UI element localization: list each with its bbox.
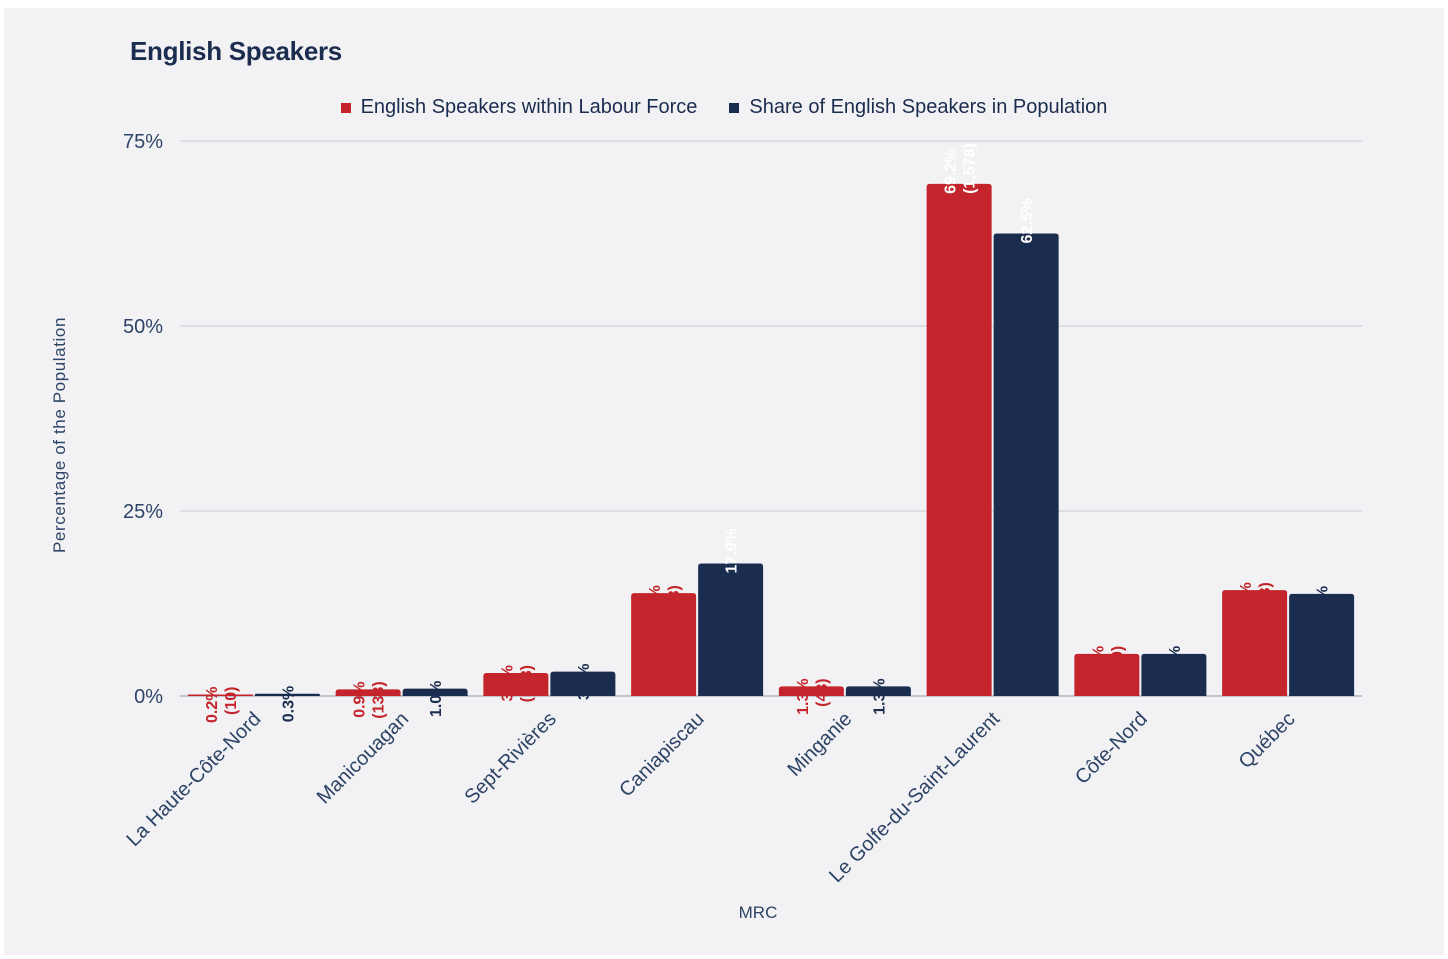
bar[interactable] <box>402 688 468 696</box>
data-label-line: 69.2% <box>943 149 960 194</box>
y-tick-label: 25% <box>123 501 163 523</box>
bar[interactable] <box>926 183 992 697</box>
data-label: 14.3% (608,053) <box>1238 582 1274 651</box>
bar[interactable] <box>845 686 911 696</box>
data-label: 1.3% <box>871 678 888 714</box>
data-label-line: 3.1% <box>499 665 516 701</box>
x-tick-label: Côte-Nord <box>1071 708 1152 789</box>
data-label-line: (1,578) <box>962 143 979 194</box>
data-label-line: (10) <box>223 687 240 715</box>
chart-card <box>4 8 1444 955</box>
data-label-line: 0.2% <box>204 687 221 723</box>
data-label-line: 14.3% <box>1238 582 1255 627</box>
bar[interactable] <box>993 233 1059 697</box>
data-label: 5.7% <box>1167 646 1184 682</box>
data-label: 1.0% <box>428 681 445 717</box>
data-label-line: 0.9% <box>352 681 369 717</box>
bar[interactable] <box>1074 653 1140 696</box>
data-label: 0.2% (10) <box>204 687 240 723</box>
data-label-line: (138) <box>371 681 388 718</box>
y-tick-label: 0% <box>134 686 163 708</box>
data-label-line: 5.7% <box>1167 646 1184 682</box>
bar[interactable] <box>187 694 253 697</box>
x-tick-label: Le Golfe-du-Saint-Laurent <box>825 708 1004 887</box>
bar[interactable] <box>631 593 697 696</box>
chart-title: English Speakers <box>130 36 342 66</box>
y-axis-label: Percentage of the Population <box>50 317 69 553</box>
y-tick-label: 75% <box>123 131 163 153</box>
data-label-line: 17.9% <box>724 528 741 573</box>
data-label-line: 5.7% <box>1090 646 1107 682</box>
x-tick-label: Caniapiscau <box>615 708 708 801</box>
data-label-line: 1.0% <box>428 681 445 717</box>
data-label: 17.9% <box>724 528 741 573</box>
bar[interactable] <box>698 563 764 696</box>
data-label-line: 1.3% <box>871 678 888 714</box>
chart-legend: English Speakers within Labour Force Sha… <box>0 96 1448 119</box>
data-label-line: (548) <box>518 665 535 702</box>
y-tick-label: 50% <box>123 316 163 338</box>
x-tick-label: Québec <box>1235 708 1300 773</box>
data-label: 3.1% (548) <box>499 665 535 702</box>
legend-label-labour-force: English Speakers within Labour Force <box>360 96 698 118</box>
grid-lines <box>180 140 1362 697</box>
data-label: 3.3% <box>576 664 593 700</box>
data-label-line: 3.3% <box>576 664 593 700</box>
data-label: 62.5% <box>1019 198 1036 243</box>
data-label-line: (608,053) <box>1257 582 1274 651</box>
bar[interactable] <box>778 686 844 696</box>
legend-swatch-population <box>729 102 740 113</box>
bars: 0.2% (10) 0.3% 0.9% (138) 1.0% 3.1% (548) 3.3% 13… <box>187 143 1355 723</box>
y-axis-ticks: 0% 25% 50% 75% <box>123 131 163 708</box>
data-label-line: (308) <box>666 585 683 622</box>
x-tick-label: Minganie <box>783 708 856 781</box>
legend-item-labour-force[interactable]: English Speakers within Labour Force <box>340 96 698 119</box>
bar[interactable] <box>1222 590 1288 696</box>
bar[interactable] <box>1141 653 1207 696</box>
data-label: 5.7% (2,620) <box>1090 646 1126 697</box>
data-label-line: 62.5% <box>1019 198 1036 243</box>
x-axis-label: MRC <box>739 903 778 922</box>
x-tick-label: Manicouagan <box>313 708 413 808</box>
bar[interactable] <box>335 689 401 696</box>
data-label-line: (2,620) <box>1109 646 1126 697</box>
bar[interactable] <box>550 671 616 696</box>
legend-label-population: Share of English Speakers in Population <box>749 96 1108 118</box>
x-tick-label: Sept-Rivières <box>460 708 560 808</box>
legend-swatch-labour-force <box>340 102 351 113</box>
data-label-line: 13.9% <box>647 585 664 630</box>
legend-item-population[interactable]: Share of English Speakers in Population <box>729 96 1107 119</box>
data-label-line: 1.3% <box>795 678 812 714</box>
data-label: 13.9% (308) <box>647 585 683 630</box>
x-axis-ticks: La Haute-Côte-Nord Manicouagan Sept-Rivièr… <box>123 708 1300 887</box>
data-label-line: (43) <box>814 678 831 706</box>
data-label: 0.9% (138) <box>352 681 388 718</box>
data-label: 13.8% <box>1315 586 1332 631</box>
data-label-line: 13.8% <box>1315 586 1332 631</box>
data-label: 69.2% (1,578) <box>943 143 979 194</box>
bar[interactable] <box>1289 593 1355 696</box>
data-label-line: 0.3% <box>280 686 297 722</box>
bar[interactable] <box>254 693 320 696</box>
data-label: 0.3% <box>280 686 297 722</box>
data-label: 1.3% (43) <box>795 678 831 714</box>
x-tick-label: La Haute-Côte-Nord <box>123 708 266 851</box>
bar[interactable] <box>483 673 549 696</box>
